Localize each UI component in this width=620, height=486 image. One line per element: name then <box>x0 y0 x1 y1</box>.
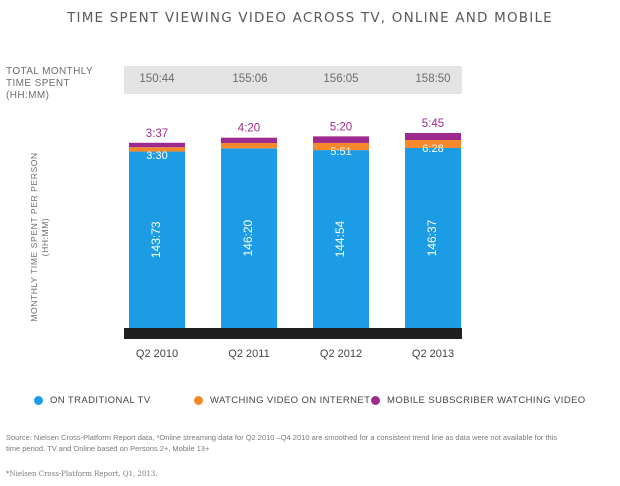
x-tick-label-q2-2011: Q2 2011 <box>228 348 269 360</box>
data-label-mobile-q2-2011: 4:20 <box>238 123 260 135</box>
data-label-internet-q2-2013: 6:28 <box>422 143 443 155</box>
x-tick-label-q2-2013: Q2 2013 <box>412 348 454 360</box>
bar-segment-mobile-q2-2010 <box>129 142 185 148</box>
data-label-internet-q2-2012: 5:51 <box>330 146 351 158</box>
bar-segment-internet-q2-2011 <box>221 143 277 149</box>
legend-label-video-on-internet: WATCHING VIDEO ON INTERNET <box>210 395 371 406</box>
x-tick-label-q2-2010: Q2 2010 <box>136 348 178 360</box>
total-monthly-time-label: TOTAL MONTHLY TIME SPENT (HH:MM) <box>6 66 93 101</box>
bar-segment-mobile-q2-2013 <box>405 132 461 141</box>
mobile-video-circle-icon <box>371 396 380 405</box>
legend: ON TRADITIONAL TV WATCHING VIDEO ON INTE… <box>0 395 620 411</box>
x-tick-label-q2-2012: Q2 2012 <box>320 348 362 360</box>
video-on-internet-circle-icon <box>194 396 203 405</box>
bar-segment-tv-q2-2013 <box>405 147 461 328</box>
total-value-q2-2012: 156:05 <box>323 73 359 85</box>
data-label-tv-q2-2010: 143:73 <box>149 221 163 258</box>
total-value-q2-2010: 150:44 <box>139 73 175 85</box>
bar-segment-tv-q2-2011 <box>221 148 277 328</box>
totals-band <box>124 66 462 94</box>
x-axis-baseline <box>124 328 462 339</box>
data-label-mobile-q2-2013: 5:45 <box>422 118 444 130</box>
legend-item-traditional-tv: ON TRADITIONAL TV <box>34 395 151 406</box>
data-label-mobile-q2-2012: 5:20 <box>330 121 352 133</box>
data-label-tv-q2-2011: 146:20 <box>241 219 255 256</box>
bar-segment-mobile-q2-2011 <box>221 137 277 144</box>
bar-segment-tv-q2-2010 <box>129 151 185 328</box>
bar-segment-mobile-q2-2012 <box>313 136 369 143</box>
total-value-q2-2011: 155:06 <box>232 73 268 85</box>
legend-item-video-on-internet: WATCHING VIDEO ON INTERNET <box>194 395 370 406</box>
footnote: *Nielsen Cross-Platform Report, Q1, 2013… <box>6 470 158 478</box>
data-label-tv-q2-2013: 146:37 <box>425 219 439 256</box>
traditional-tv-circle-icon <box>34 396 43 405</box>
legend-label-traditional-tv: ON TRADITIONAL TV <box>50 395 151 406</box>
bar-segment-internet-q2-2012 <box>313 142 369 151</box>
bar-segment-internet-q2-2010 <box>129 147 185 152</box>
total-value-q2-2013: 158:50 <box>415 73 451 85</box>
legend-item-mobile-video: MOBILE SUBSCRIBER WATCHING VIDEO <box>371 395 586 406</box>
chart-title: TIME SPENT VIEWING VIDEO ACROSS TV, ONLI… <box>67 10 553 26</box>
legend-label-mobile-video: MOBILE SUBSCRIBER WATCHING VIDEO <box>387 395 586 406</box>
bar-segment-tv-q2-2012 <box>313 150 369 328</box>
data-label-internet-q2-2010: 3:30 <box>146 150 167 162</box>
source-note: Source: Nielsen Cross-Platform Report da… <box>6 433 558 453</box>
bar-segment-internet-q2-2013 <box>405 140 461 148</box>
data-label-tv-q2-2012: 144:54 <box>333 220 347 257</box>
data-label-mobile-q2-2010: 3:37 <box>146 128 168 140</box>
